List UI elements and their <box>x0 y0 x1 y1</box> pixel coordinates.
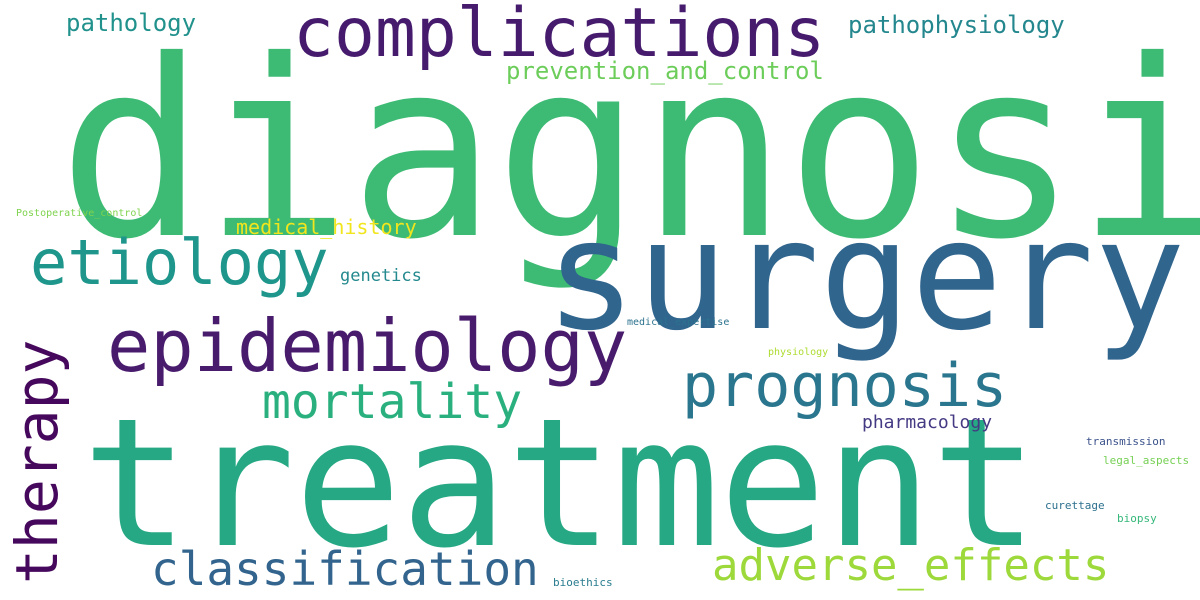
word-epidemiology: epidemiology <box>107 304 628 388</box>
word-legal-aspects: legal_aspects <box>1103 454 1190 467</box>
word-etiology: etiology <box>30 226 329 299</box>
word-transmission: transmission <box>1086 435 1166 448</box>
word-medical-history: medical_history <box>236 215 417 239</box>
word-bioethics: bioethics <box>553 576 613 589</box>
word-medical-expertise: medical_expertise <box>627 317 730 328</box>
word-adverse-effects: adverse_effects <box>712 540 1110 591</box>
word-complications: complications <box>293 0 826 73</box>
word-pathophysiology: pathophysiology <box>848 11 1065 39</box>
word-surgery: surgery <box>545 187 1186 364</box>
word-therapy: therapy <box>3 339 71 584</box>
word-prognosis: prognosis <box>682 351 1008 421</box>
word-pathology: pathology <box>66 9 197 37</box>
word-genetics: genetics <box>340 266 422 286</box>
word-postoperative-control: Postoperative_control <box>16 208 143 219</box>
word-biopsy: biopsy <box>1117 512 1157 525</box>
word-prevention-and-control: prevention_and_control <box>506 57 824 85</box>
word-physiology: physiology <box>768 347 829 358</box>
word-mortality: mortality <box>262 374 523 430</box>
word-pharmacology: pharmacology <box>862 412 993 433</box>
word-classification: classification <box>151 542 539 596</box>
word-treatment: treatment <box>82 380 1038 587</box>
word-curettage: curettage <box>1045 499 1105 512</box>
